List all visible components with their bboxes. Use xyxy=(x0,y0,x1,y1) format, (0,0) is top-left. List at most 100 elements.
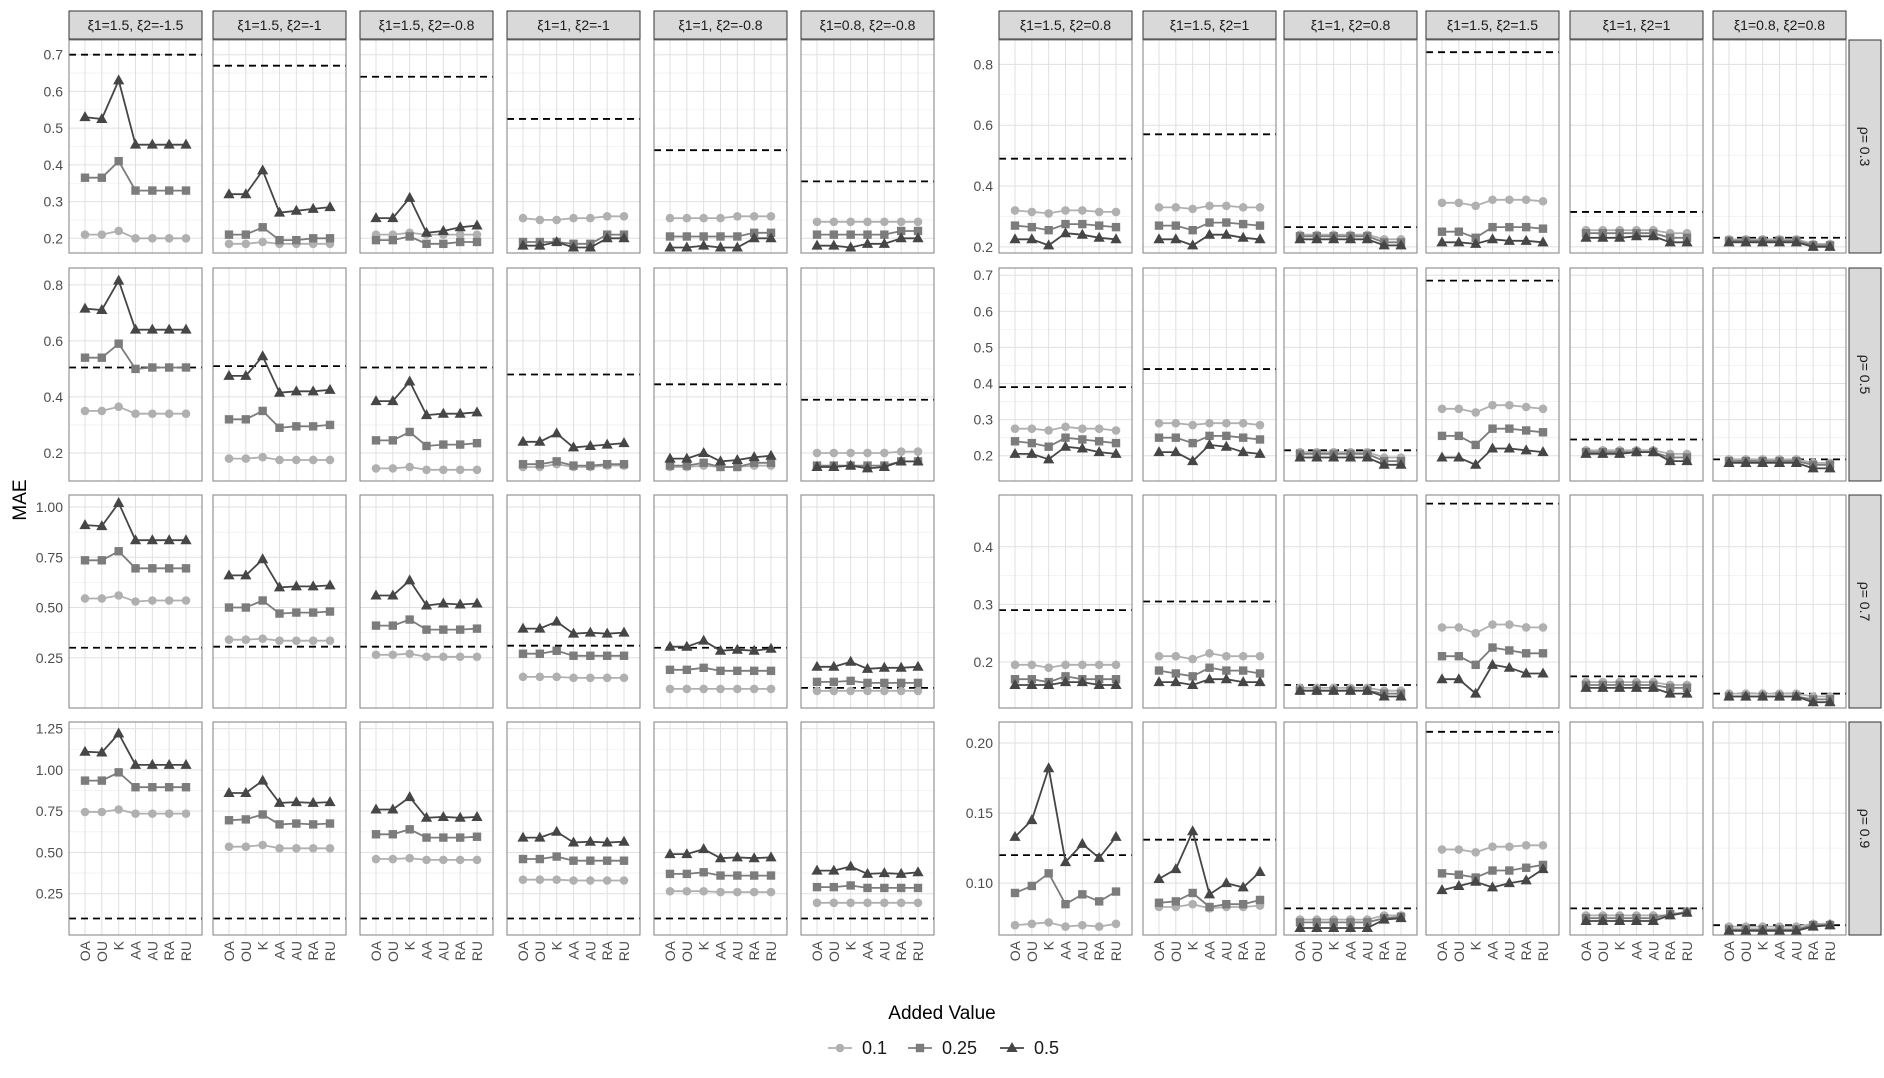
data-point xyxy=(114,547,123,556)
data-point xyxy=(619,651,629,660)
data-point xyxy=(829,898,839,908)
panel-border xyxy=(1425,267,1560,482)
data-point xyxy=(258,810,267,819)
data-point xyxy=(829,217,839,227)
data-point xyxy=(275,636,284,645)
data-point xyxy=(1111,660,1121,670)
data-point xyxy=(223,369,235,380)
data-point xyxy=(812,448,822,458)
data-point xyxy=(1505,222,1514,232)
data-point xyxy=(1094,897,1104,906)
data-point xyxy=(1454,404,1464,414)
x-tick-label: OU xyxy=(1309,941,1325,962)
facet-panel xyxy=(506,39,641,254)
data-point xyxy=(1027,881,1037,891)
data-point xyxy=(387,589,399,600)
data-point xyxy=(846,898,855,908)
data-point xyxy=(241,239,251,249)
y-tick-label: 0.50 xyxy=(36,844,63,860)
data-point xyxy=(1110,447,1122,458)
data-point xyxy=(601,232,613,243)
column-strip-bg xyxy=(212,10,347,40)
data-point xyxy=(1171,897,1181,906)
row-strip-bg xyxy=(1848,721,1882,936)
data-point xyxy=(1255,651,1265,661)
data-point xyxy=(1580,447,1592,458)
data-point xyxy=(324,579,336,590)
y-tick-label: 0.8 xyxy=(44,277,64,293)
column-strip: ξ1=1, ξ2=-1 xyxy=(506,10,641,40)
facet-panel xyxy=(800,721,935,936)
x-tick-label: RA xyxy=(1805,940,1821,960)
x-tick-label: OA xyxy=(221,940,237,961)
facet-panel xyxy=(800,494,935,709)
panel-border xyxy=(1425,39,1560,254)
panel-border xyxy=(998,39,1133,254)
data-point xyxy=(517,831,529,842)
data-point xyxy=(1597,231,1609,242)
data-point xyxy=(1723,924,1735,935)
x-tick-label: RA xyxy=(1235,940,1251,960)
x-tick-label: OU xyxy=(826,941,842,962)
data-point xyxy=(1061,219,1070,229)
data-point xyxy=(602,459,612,469)
data-point xyxy=(437,407,449,418)
data-point xyxy=(748,232,760,243)
column-strip-bg xyxy=(998,10,1133,40)
column-strip-bg xyxy=(506,10,641,40)
data-point xyxy=(535,875,545,884)
data-point xyxy=(699,684,708,694)
data-point xyxy=(325,420,335,430)
data-point xyxy=(80,173,90,182)
data-point xyxy=(665,461,675,470)
data-point xyxy=(292,455,301,465)
data-point xyxy=(1044,442,1053,451)
legend-key-marker xyxy=(1006,1042,1018,1052)
x-tick-label: RA xyxy=(1376,940,1392,960)
data-point xyxy=(517,239,529,250)
data-point xyxy=(698,634,710,645)
data-point xyxy=(307,202,319,213)
data-point xyxy=(551,825,563,836)
data-point xyxy=(308,234,318,243)
data-point xyxy=(1026,447,1038,458)
x-tick-label: K xyxy=(255,940,271,950)
data-point xyxy=(1361,233,1373,244)
data-point xyxy=(1043,678,1055,689)
x-tick-label: RU xyxy=(763,941,779,961)
data-point xyxy=(682,886,692,896)
data-point xyxy=(148,564,157,573)
data-point xyxy=(716,887,725,897)
data-point xyxy=(748,451,760,462)
data-point xyxy=(1488,620,1497,629)
data-point xyxy=(131,783,140,792)
y-tick-label: 0.50 xyxy=(36,600,63,616)
data-point xyxy=(1027,207,1037,217)
data-point xyxy=(1437,404,1447,414)
data-point xyxy=(1059,676,1072,687)
legend-item: 0.5 xyxy=(1000,1038,1059,1058)
data-point xyxy=(1537,863,1549,874)
data-point xyxy=(878,867,890,878)
data-point xyxy=(1538,196,1548,206)
data-point xyxy=(517,622,529,633)
facet-panel xyxy=(653,494,788,709)
data-point xyxy=(371,830,381,839)
data-point xyxy=(308,636,318,645)
data-point xyxy=(79,519,91,530)
data-point xyxy=(1630,681,1643,692)
panel-border xyxy=(68,39,203,254)
data-point xyxy=(846,676,855,686)
data-point xyxy=(180,534,192,545)
column-strip-bg xyxy=(68,10,203,40)
data-point xyxy=(1043,762,1055,773)
y-tick-label: 0.7 xyxy=(974,267,994,283)
data-point xyxy=(895,661,907,672)
data-point xyxy=(1723,236,1735,247)
data-point xyxy=(1773,924,1786,935)
panel-border xyxy=(359,494,494,709)
y-tick-label: 0.4 xyxy=(44,157,64,173)
data-point xyxy=(472,652,482,662)
data-point xyxy=(601,836,613,847)
panel-border xyxy=(1712,39,1847,254)
